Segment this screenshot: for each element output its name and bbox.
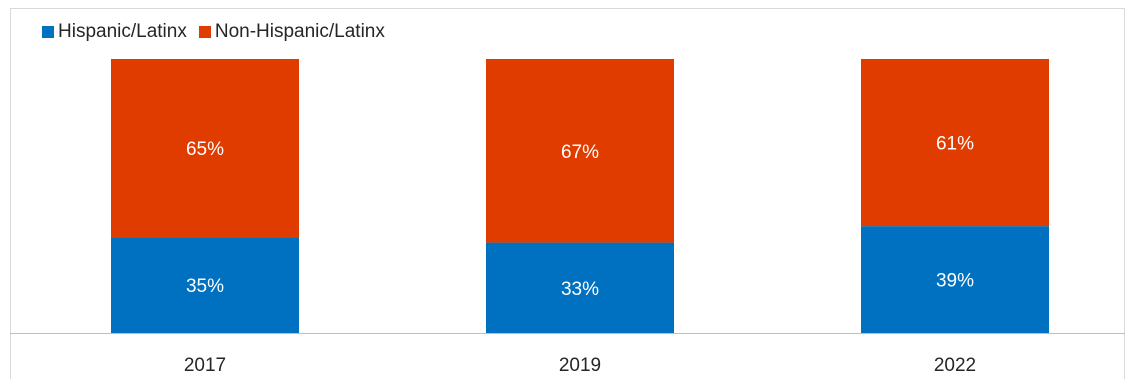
data-label-non-hispanic-2017: 65% [186,139,224,160]
legend-label-hispanic: Hispanic/Latinx [58,21,187,42]
data-label-non-hispanic-2022: 61% [936,134,974,155]
legend-swatch-non-hispanic [198,26,211,38]
x-tick-label-2022: 2022 [934,355,976,376]
data-label-hispanic-2022: 39% [936,271,974,292]
bar-segment-hispanic-2017 [111,237,299,333]
legend-item-hispanic: Hispanic/Latinx [42,20,187,44]
bar-segment-hispanic-2019 [486,242,674,333]
legend: Hispanic/Latinx Non-Hispanic/Latinx [42,20,385,44]
data-label-non-hispanic-2019: 67% [561,142,599,163]
x-tick-label-2019: 2019 [559,355,601,376]
legend-item-non-hispanic: Non-Hispanic/Latinx [198,20,385,44]
data-label-hispanic-2017: 35% [186,276,224,297]
bar-segment-hispanic-2022 [861,226,1049,333]
bar-segment-non-hispanic-2022 [861,59,1049,227]
bar-segment-non-hispanic-2019 [486,59,674,243]
x-tick-label-2017: 2017 [184,355,226,376]
legend-label-non-hispanic: Non-Hispanic/Latinx [214,21,385,42]
legend-swatch-hispanic [42,26,54,38]
data-label-hispanic-2019: 33% [561,279,599,300]
bar-segment-non-hispanic-2017 [111,59,299,238]
